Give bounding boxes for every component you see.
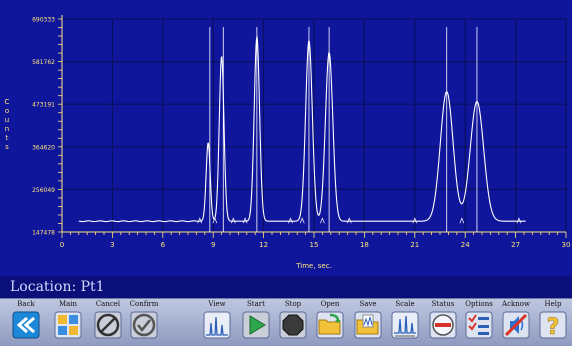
view-button[interactable]: View <box>197 299 237 346</box>
open-button[interactable]: Open <box>310 299 350 346</box>
x-tick-label: 6 <box>161 241 166 249</box>
scale-button-label: Scale <box>395 300 415 308</box>
main-menu-icon <box>54 311 82 339</box>
scale-icon <box>391 311 419 339</box>
x-tick-label: 3 <box>110 241 114 249</box>
status-button[interactable]: Status <box>423 299 463 346</box>
x-tick-label: 24 <box>461 241 470 249</box>
svg-text:?: ? <box>547 315 560 339</box>
line-layer <box>78 35 526 223</box>
chromatogram-plot: 0 3 6 9 12 15 18 21 24 27 30 147478 256049 364620 4731… <box>0 0 572 276</box>
help-button[interactable]: Help ? <box>534 299 572 346</box>
x-tick-label: 30 <box>562 241 571 249</box>
x-tick-label: 27 <box>511 241 520 249</box>
back-arrow-icon <box>12 311 40 339</box>
y-axis-label-letter: C <box>5 98 10 106</box>
stop-icon <box>279 311 307 339</box>
confirm-icon <box>130 311 158 339</box>
save-button[interactable]: Save <box>348 299 388 346</box>
main-button-label: Main <box>58 300 78 308</box>
y-tick-label: 147478 <box>32 230 55 237</box>
x-tick-label: 12 <box>259 241 268 249</box>
x-tick-label: 18 <box>360 241 369 249</box>
confirm-button-label: Confirm <box>129 300 159 308</box>
chromatogram-svg: 0 3 6 9 12 15 18 21 24 27 30 147478 256049 364620 4731… <box>5 15 570 270</box>
scale-button[interactable]: Scale <box>385 299 425 346</box>
help-button-label: Help <box>544 300 562 308</box>
cancel-button-label: Cancel <box>95 300 121 308</box>
y-tick-label: 364620 <box>32 144 55 151</box>
y-tick-label: 256049 <box>32 187 55 194</box>
x-tick-label: 21 <box>410 241 419 249</box>
location-bar: Location: Pt1 <box>0 276 572 298</box>
integration-marker <box>459 217 465 224</box>
main-button[interactable]: Main <box>48 299 88 346</box>
view-chromatogram-icon <box>203 311 231 339</box>
y-axis-label-letter: s <box>5 143 9 151</box>
options-icon <box>465 311 493 339</box>
y-axis-label-letter: n <box>5 125 9 133</box>
help-icon: ? <box>539 311 567 339</box>
grid-layer <box>62 18 567 232</box>
chromatogram-trace <box>78 35 526 223</box>
acknowledge-alarm-icon <box>502 311 530 339</box>
stop-button[interactable]: Stop <box>273 299 313 346</box>
back-button-label: Back <box>17 300 35 308</box>
cancel-icon <box>94 311 122 339</box>
y-axis-label-letter: u <box>5 116 9 124</box>
x-axis-label: Time, sec. <box>295 262 332 270</box>
integration-marker <box>299 217 305 224</box>
open-button-label: Open <box>320 300 340 308</box>
confirm-button[interactable]: Confirm <box>124 299 164 346</box>
axis-layer: 0 3 6 9 12 15 18 21 24 27 30 147478 256049 364620 4731… <box>32 15 570 249</box>
integration-marker <box>320 217 325 224</box>
y-tick-label: 581762 <box>32 59 55 66</box>
x-tick-label: 0 <box>60 241 64 249</box>
open-folder-icon <box>316 311 344 339</box>
view-button-label: View <box>208 300 226 308</box>
save-folder-icon <box>354 311 382 339</box>
start-button-label: Start <box>247 300 265 308</box>
status-icon <box>429 311 457 339</box>
acknowledge-button[interactable]: Acknow <box>496 299 536 346</box>
stop-button-label: Stop <box>284 300 302 308</box>
options-button-label: Options <box>465 300 493 308</box>
start-button[interactable]: Start <box>236 299 276 346</box>
y-axis-label-letter: t <box>6 134 9 142</box>
save-button-label: Save <box>359 300 377 308</box>
status-button-label: Status <box>431 300 455 308</box>
y-tick-label: 690333 <box>32 17 55 24</box>
y-axis-label-letter: o <box>5 107 9 115</box>
y-tick-label: 473191 <box>32 102 55 109</box>
options-button[interactable]: Options <box>459 299 499 346</box>
acknowledge-button-label: Acknow <box>502 300 530 308</box>
back-button[interactable]: Back <box>6 299 46 346</box>
toolbar: Back Main Cancel Confirm View <box>0 298 572 346</box>
play-icon <box>242 311 270 339</box>
x-tick-label: 15 <box>310 241 319 249</box>
x-tick-label: 9 <box>211 241 215 249</box>
cancel-button[interactable]: Cancel <box>88 299 128 346</box>
location-label: Location: Pt1 <box>10 279 105 295</box>
